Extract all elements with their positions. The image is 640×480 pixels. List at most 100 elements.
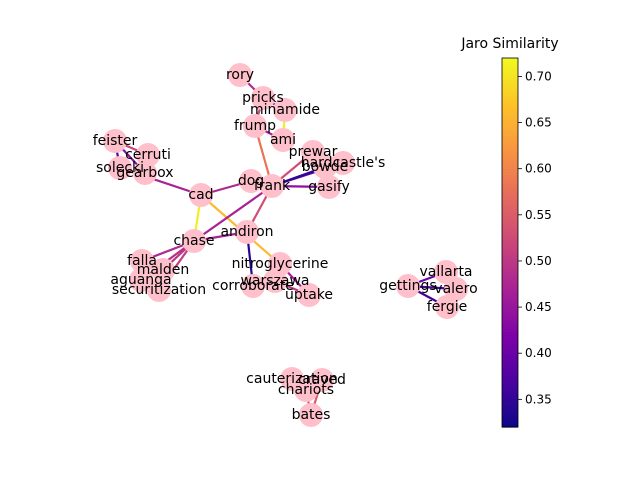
colorbar-swatch — [502, 224, 518, 228]
colorbar-swatch — [502, 285, 518, 290]
colorbar-swatch — [502, 343, 518, 348]
colorbar-swatch — [502, 319, 518, 324]
node-uptake — [297, 283, 321, 307]
node-label-feister: feister — [93, 133, 138, 149]
colorbar-swatch — [502, 233, 518, 237]
colorbar-swatch — [502, 181, 518, 185]
colorbar-swatch — [502, 97, 518, 102]
colorbar-swatch — [502, 76, 518, 81]
colorbar-swatch — [502, 371, 518, 376]
colorbar-swatch — [502, 316, 518, 320]
colorbar-swatch — [502, 107, 518, 111]
node-label-pricks: pricks — [242, 90, 284, 106]
colorbar-swatch — [502, 202, 518, 207]
colorbar-swatch — [502, 362, 518, 367]
node-frump — [243, 114, 267, 138]
colorbar-swatch — [502, 387, 518, 391]
node-label-frump: frump — [234, 118, 276, 134]
colorbar-swatch — [502, 270, 518, 274]
node-chariots — [294, 378, 318, 402]
colorbar-swatch — [502, 337, 518, 342]
colorbar-tick-label: 0.35 — [525, 392, 552, 406]
node-label-corroborate: corroborate — [212, 278, 294, 294]
node-label-gettings: gettings — [379, 278, 436, 294]
colorbar-swatch — [502, 67, 518, 71]
node-label-gearbox: gearbox — [116, 165, 173, 181]
edge-chase-frank — [193, 185, 273, 242]
colorbar-swatch — [502, 350, 518, 354]
colorbar-swatch — [502, 411, 518, 416]
colorbar-swatch — [502, 239, 518, 244]
node-label-hardcastles: hardcastle's — [301, 155, 386, 171]
colorbar-swatch — [502, 141, 518, 145]
node-bates — [299, 403, 323, 427]
node-label-andiron: andiron — [220, 224, 273, 240]
colorbar-swatch — [502, 64, 518, 68]
colorbar-swatch — [502, 423, 518, 428]
node-label-frank: frank — [254, 178, 291, 194]
colorbar-swatch — [502, 134, 518, 139]
node-label-ami: ami — [270, 132, 296, 148]
colorbar-swatch — [502, 113, 518, 118]
node-securitization — [147, 278, 171, 302]
node-label-minamide: minamide — [250, 102, 320, 118]
colorbar-swatch — [502, 162, 518, 167]
colorbar-swatch — [502, 147, 518, 151]
colorbar-swatch — [502, 125, 518, 130]
colorbar-swatch — [502, 414, 518, 419]
node-label-dog: dog — [238, 173, 264, 189]
node-label-fergie: fergie — [427, 299, 467, 315]
colorbar-swatch — [502, 242, 518, 247]
node-andiron — [235, 220, 259, 244]
node-chase — [182, 229, 206, 253]
colorbar-swatch — [502, 168, 518, 173]
node-label-chase: chase — [173, 233, 214, 249]
colorbar-swatch — [502, 325, 518, 330]
colorbar-swatch — [502, 377, 518, 382]
colorbar-swatch — [502, 214, 518, 219]
node-solecki — [108, 156, 132, 180]
node-fergie — [435, 295, 459, 319]
colorbar-swatch — [502, 220, 518, 225]
node-dog — [239, 169, 263, 193]
node-label-vallarta: vallarta — [419, 264, 472, 280]
node-label-falla: falla — [127, 253, 157, 269]
node-label-uptake: uptake — [285, 287, 333, 303]
colorbar-swatch — [502, 304, 518, 308]
colorbar-title: Jaro Similarity — [460, 36, 558, 52]
colorbar-swatch — [502, 171, 518, 176]
colorbar-swatch — [502, 340, 518, 345]
nodes-layer — [103, 63, 468, 427]
node-gasify — [317, 175, 341, 199]
node-label-gasify: gasify — [308, 179, 350, 195]
colorbar-swatch — [502, 420, 518, 425]
node-label-prewar: prewar — [289, 144, 338, 160]
colorbar-swatch — [502, 131, 518, 136]
node-falla — [130, 249, 154, 273]
node-gettings — [396, 274, 420, 298]
colorbar-swatch — [502, 347, 518, 351]
node-label-cerruti: cerruti — [125, 147, 171, 163]
colorbar-swatch — [502, 101, 518, 105]
node-minamide — [273, 98, 297, 122]
colorbar-swatch — [502, 91, 518, 96]
colorbar-swatch — [502, 184, 518, 188]
colorbar-swatch — [502, 70, 518, 74]
colorbar-swatch — [502, 153, 518, 157]
colorbar-swatch — [502, 82, 518, 87]
node-label-aguanga: aguanga — [110, 272, 171, 288]
node-ami — [271, 128, 295, 152]
colorbar-swatch — [502, 187, 518, 191]
colorbar-swatch — [502, 190, 518, 194]
colorbar-tick-label: 0.45 — [525, 300, 552, 314]
colorbar-swatch — [502, 322, 518, 327]
colorbar-swatch — [502, 273, 518, 277]
colorbar-swatch — [502, 177, 518, 182]
colorbar-swatch — [502, 334, 518, 339]
colorbar-swatch — [502, 310, 518, 314]
colorbar-swatch — [502, 356, 518, 360]
colorbar-swatch — [502, 257, 518, 262]
node-label-craved: craved — [298, 372, 346, 388]
